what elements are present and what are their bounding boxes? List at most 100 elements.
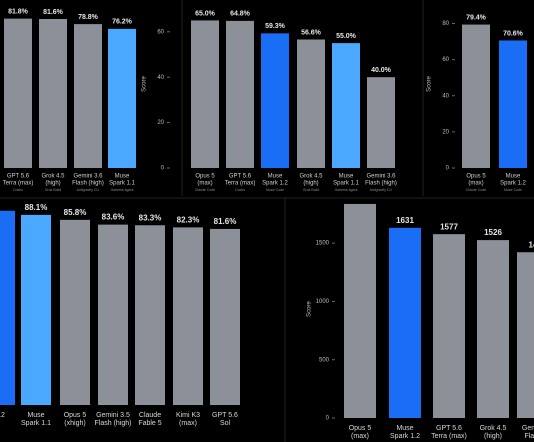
category-label: Opus 5 xyxy=(64,412,87,419)
category-label: (high) xyxy=(484,433,502,440)
bar xyxy=(98,224,128,405)
bar xyxy=(261,33,289,169)
value-label: 55.0% xyxy=(336,33,357,40)
bar xyxy=(135,225,165,405)
category-label: Gemini 3.6 xyxy=(366,174,396,180)
bar xyxy=(0,210,15,405)
value-label: 64.8% xyxy=(230,11,251,18)
category-label: (high) xyxy=(45,181,60,187)
bar xyxy=(191,20,219,168)
y-tick-label: 1000 xyxy=(316,299,330,305)
category-label: Flash (high) xyxy=(72,181,104,187)
bar xyxy=(297,39,325,168)
bar xyxy=(60,219,90,405)
y-axis-label: Score xyxy=(307,301,313,317)
value-label: 82.3% xyxy=(177,216,200,225)
category-label: (max) xyxy=(468,181,483,187)
category-label: Muse xyxy=(506,174,521,180)
category-label: Claude xyxy=(139,412,161,419)
value-label: 81.6% xyxy=(214,217,237,226)
category-label: (xhigh) xyxy=(64,420,85,427)
category-label: Gemini xyxy=(522,425,534,432)
bar xyxy=(517,252,534,418)
y-tick-label: 20 xyxy=(442,129,449,135)
category-label: GPT 5.6 xyxy=(212,412,238,419)
category-label: Muse xyxy=(27,412,44,419)
value-label: 81.8% xyxy=(8,8,29,15)
category-sublabel: Harness agent xyxy=(335,188,358,192)
category-sublabel: Codex xyxy=(235,188,245,192)
value-label: 56.6% xyxy=(301,29,322,36)
category-sublabel: Codex xyxy=(13,188,23,192)
category-label: GPT 5.6 xyxy=(7,174,30,180)
category-label: Fable 5 xyxy=(138,420,161,427)
category-label: Grok 4.5 xyxy=(41,174,65,180)
category-label: Muse xyxy=(115,174,130,180)
bar xyxy=(433,234,465,418)
category-label: Spark 1.1 xyxy=(21,420,51,427)
y-tick-label: 0 xyxy=(446,166,450,172)
category-label: (max) xyxy=(179,420,197,427)
category-label: Terra (max) xyxy=(225,181,256,187)
value-label: 83.3% xyxy=(139,213,162,222)
y-tick-label: 0 xyxy=(326,416,330,422)
bar xyxy=(462,24,490,168)
y-tick-label: 0 xyxy=(161,166,165,172)
bar xyxy=(499,40,527,168)
bar xyxy=(4,18,32,169)
y-tick-label: 60 xyxy=(157,29,164,35)
bar xyxy=(226,20,254,168)
category-label: Gemini 3.6 xyxy=(73,174,103,180)
bar xyxy=(332,43,360,169)
value-label: 88.1% xyxy=(25,203,48,212)
value-label: 59.3% xyxy=(265,23,286,30)
value-label: 81.6% xyxy=(43,9,64,16)
bar xyxy=(344,203,376,418)
category-label: Opus 5 xyxy=(466,174,486,180)
category-label: Sol xyxy=(220,420,231,427)
value-label: 78.8% xyxy=(78,14,99,21)
category-label: Spark 1.2 xyxy=(262,181,288,187)
bar xyxy=(39,18,67,169)
y-tick-label: 500 xyxy=(319,357,330,363)
value-label: 1526 xyxy=(484,228,502,237)
category-label: Spark 1.1 xyxy=(109,181,135,187)
category-label: Grok 4.5 xyxy=(480,425,507,432)
category-label: Spark 1.2 xyxy=(390,433,420,440)
value-label: 76.2% xyxy=(112,19,133,26)
y-tick-label: 60 xyxy=(442,57,449,63)
y-axis-label: Score xyxy=(142,76,148,92)
category-label: Flash (high) xyxy=(95,420,132,427)
category-label: (max) xyxy=(197,181,212,187)
category-sublabel: Muse Code xyxy=(504,188,522,192)
category-label: Flash (high) xyxy=(365,181,397,187)
value-label: 70.6% xyxy=(503,30,524,37)
category-label: Opus 5 xyxy=(349,425,372,432)
category-sublabel: Grok Build xyxy=(45,188,61,192)
y-tick-label: 20 xyxy=(157,120,164,126)
category-sublabel: Claude Code xyxy=(195,188,215,192)
value-label: 14 xyxy=(529,240,534,249)
category-label: GPT 5.6 xyxy=(229,174,252,180)
category-label: Terra (max) xyxy=(431,433,467,440)
bar xyxy=(108,28,136,169)
bar xyxy=(389,227,421,418)
category-sublabel: Harness agent xyxy=(111,188,134,192)
category-label: Spark 1.1 xyxy=(333,181,359,187)
category-label: Kimi K3 xyxy=(176,412,200,419)
category-label: Muse xyxy=(396,425,413,432)
category-sublabel: Grok Build xyxy=(303,188,319,192)
bar xyxy=(173,227,203,405)
value-label: 79.4% xyxy=(466,14,487,21)
category-label: Opus 5 xyxy=(195,174,215,180)
value-label: 1631 xyxy=(396,216,414,225)
bar xyxy=(74,24,102,169)
category-label: Grok 4.5 xyxy=(299,174,323,180)
bar xyxy=(477,240,509,418)
y-tick-label: 40 xyxy=(157,75,164,81)
category-label: Gemini 3.5 xyxy=(96,412,130,419)
bar xyxy=(367,77,395,168)
bar xyxy=(21,214,51,405)
